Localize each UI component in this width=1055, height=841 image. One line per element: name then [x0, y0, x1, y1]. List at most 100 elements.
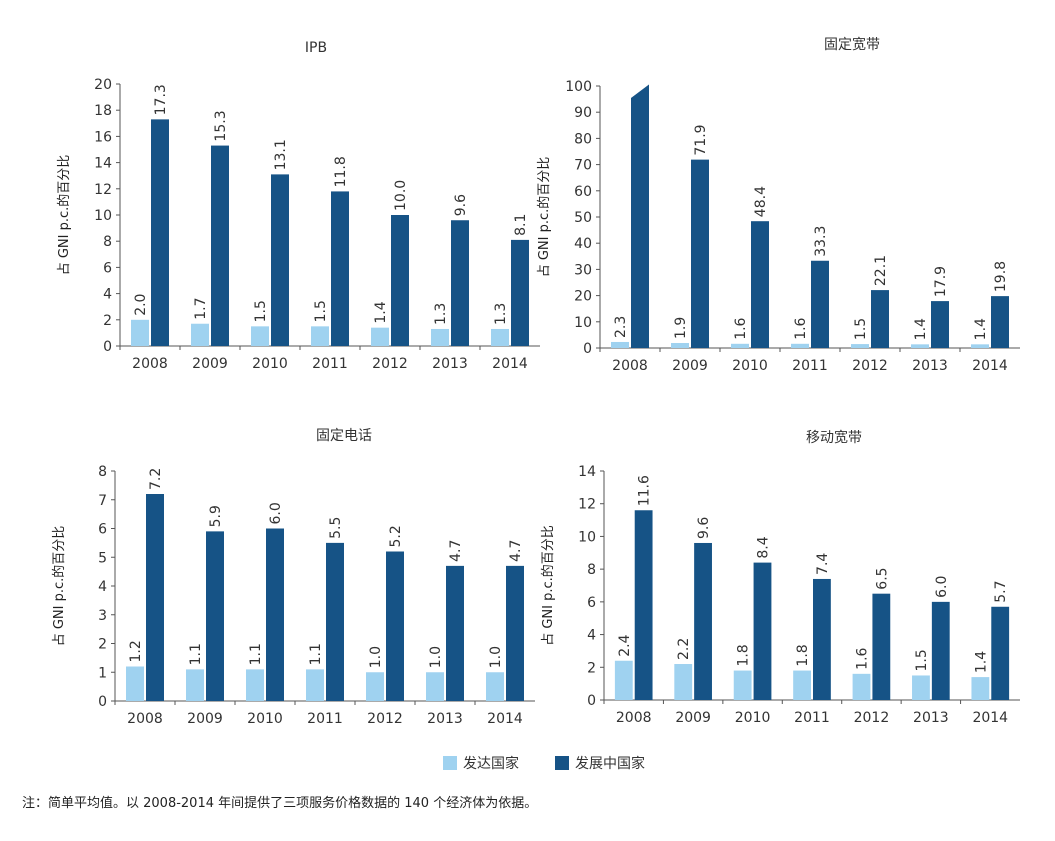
x-tick-label: 2008 — [132, 356, 168, 372]
x-tick-label: 2014 — [972, 358, 1008, 374]
bar-developing — [634, 510, 653, 700]
bar-developed — [674, 664, 693, 700]
bar-developed — [426, 672, 444, 701]
y-tick-label: 60 — [574, 184, 592, 200]
bar-developing — [211, 145, 229, 346]
data-label-developed: 1.4 — [913, 318, 929, 340]
y-tick-label: 14 — [94, 156, 112, 172]
bar-developed — [371, 327, 389, 346]
bar-developing — [511, 239, 529, 346]
chart-title: IPB — [305, 40, 327, 56]
x-tick-label: 2011 — [794, 710, 830, 726]
x-tick-label: 2008 — [612, 358, 648, 374]
y-tick-label: 20 — [94, 77, 112, 93]
bar-developing — [506, 565, 524, 701]
bar-developing — [146, 494, 164, 701]
data-label-developing: 15.3 — [213, 110, 229, 141]
data-label-developed: 1.6 — [793, 317, 809, 339]
y-tick-label: 80 — [574, 131, 592, 147]
data-label-developing: 48.4 — [753, 186, 769, 217]
y-tick-label: 6 — [587, 595, 596, 611]
bar-developed — [852, 673, 871, 700]
bar-developing — [991, 606, 1010, 700]
y-tick-label: 1 — [98, 665, 107, 681]
bar-developed — [791, 343, 809, 348]
bar-developed — [126, 666, 144, 701]
data-label-developed: 1.0 — [488, 646, 504, 668]
y-tick-label: 70 — [574, 158, 592, 174]
x-tick-label: 2010 — [252, 356, 288, 372]
data-label-developing: 8.4 — [755, 536, 771, 558]
data-label-developing: 5.7 — [993, 580, 1009, 602]
data-label-developing: 5.2 — [388, 525, 404, 547]
y-tick-label: 5 — [98, 550, 107, 566]
data-label-developing: 71.9 — [693, 124, 709, 155]
bar-developing — [631, 84, 649, 348]
data-label-developing: 7.2 — [148, 468, 164, 490]
bar-developed — [246, 669, 264, 701]
y-tick-label: 10 — [574, 315, 592, 331]
x-tick-label: 2013 — [913, 710, 949, 726]
x-tick-label: 2014 — [492, 356, 528, 372]
y-tick-label: 12 — [578, 497, 596, 513]
bar-developing — [872, 593, 891, 700]
y-tick-label: 4 — [587, 628, 596, 644]
data-label-developed: 1.7 — [193, 297, 209, 319]
bar-developing — [753, 562, 772, 700]
bar-developed — [306, 669, 324, 701]
x-tick-label: 2013 — [432, 356, 468, 372]
data-label-developing: 17.3 — [153, 84, 169, 115]
data-label-developed: 1.5 — [914, 649, 930, 671]
data-label-developed: 1.0 — [428, 646, 444, 668]
data-label-developed: 2.3 — [613, 316, 629, 338]
y-tick-label: 4 — [98, 579, 107, 595]
y-tick-label: 0 — [583, 341, 592, 357]
y-tick-label: 7 — [98, 493, 107, 509]
bar-developed — [912, 675, 930, 700]
data-label-developed: 1.9 — [673, 317, 689, 339]
bar-developed — [191, 323, 209, 346]
data-label-developed: 1.3 — [433, 303, 449, 325]
x-tick-label: 2011 — [307, 711, 343, 727]
y-tick-label: 30 — [574, 262, 592, 278]
bar-developed — [131, 319, 149, 346]
bar-developed — [491, 328, 509, 346]
data-label-developed: 1.4 — [973, 318, 989, 340]
y-axis-label: 占 GNI p.c.的百分比 — [56, 155, 72, 276]
chart-title: 固定宽带 — [824, 36, 880, 53]
data-label-developed: 1.2 — [128, 640, 144, 662]
y-axis-label: 占 GNI p.c.的百分比 — [51, 526, 67, 647]
data-label-developing: 33.3 — [813, 226, 829, 257]
bar-developed — [911, 344, 929, 348]
y-tick-label: 8 — [103, 234, 112, 250]
data-label-developing: 9.6 — [696, 517, 712, 539]
data-label-developing: 11.8 — [333, 156, 349, 187]
x-tick-label: 2012 — [854, 710, 890, 726]
y-tick-label: 90 — [574, 105, 592, 121]
data-label-developing: 5.5 — [328, 517, 344, 539]
data-label-developed: 2.4 — [617, 634, 633, 656]
data-label-developed: 1.4 — [373, 301, 389, 323]
x-tick-label: 2009 — [672, 358, 708, 374]
data-label-developing: 4.7 — [448, 540, 464, 562]
y-tick-label: 2 — [103, 313, 112, 329]
data-label-developing: 10.0 — [393, 180, 409, 211]
x-tick-label: 2011 — [792, 358, 828, 374]
data-label-developing: 6.5 — [874, 567, 890, 589]
x-tick-label: 2012 — [852, 358, 888, 374]
y-tick-label: 0 — [98, 694, 107, 710]
y-tick-label: 2 — [587, 660, 596, 676]
y-tick-label: 18 — [94, 103, 112, 119]
data-label-developed: 1.8 — [736, 644, 752, 666]
legend-swatch-developing — [555, 756, 569, 770]
legend-item-developing: 发展中国家 — [555, 753, 645, 773]
bar-developed — [731, 343, 749, 348]
y-tick-label: 100 — [565, 79, 592, 95]
x-tick-label: 2009 — [192, 356, 228, 372]
bar-developed — [611, 341, 629, 348]
bar-developing — [266, 528, 284, 701]
bar-developed — [251, 326, 269, 346]
bar-developed — [971, 344, 989, 348]
y-tick-label: 6 — [98, 522, 107, 538]
